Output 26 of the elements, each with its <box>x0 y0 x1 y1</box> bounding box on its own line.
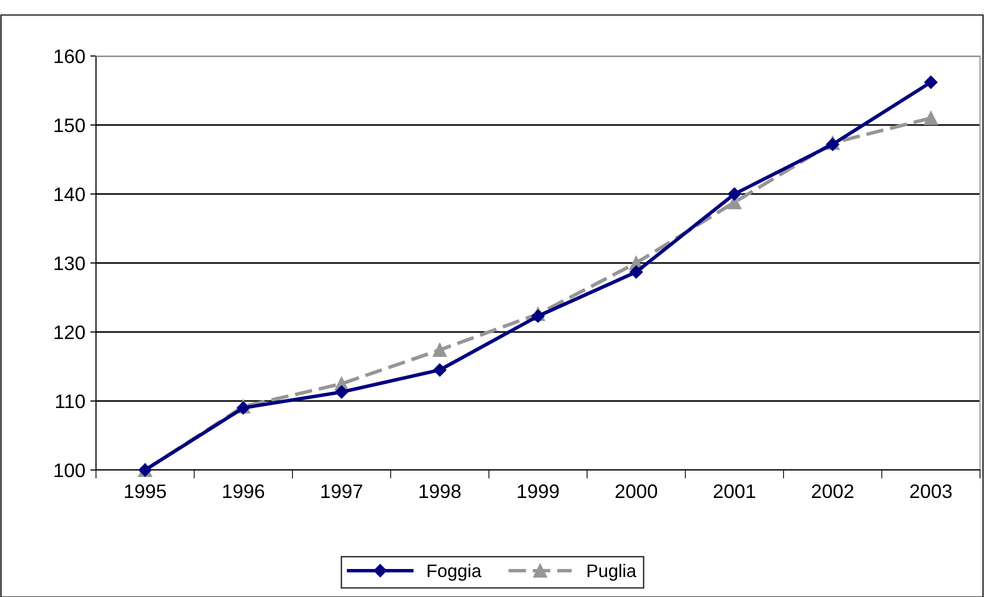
x-tick-label: 2003 <box>910 484 952 498</box>
x-tick-label: 1998 <box>420 484 461 498</box>
x-tick-label: 2000 <box>616 484 658 498</box>
x-tick-label: 2002 <box>812 484 854 498</box>
point <box>924 111 938 126</box>
point <box>334 385 348 399</box>
x-tick-label: 2001 <box>714 484 756 498</box>
y-tick-label: 100 <box>54 463 85 478</box>
x-tick-label: 1996 <box>223 484 264 498</box>
x-tick-label: 1999 <box>518 484 559 498</box>
point <box>432 342 447 357</box>
point <box>630 265 643 279</box>
point <box>433 363 446 377</box>
point <box>924 76 938 89</box>
point <box>728 187 742 201</box>
y-tick-label: 160 <box>54 49 85 64</box>
point <box>531 310 545 323</box>
x-tick-label: 1997 <box>321 484 362 498</box>
x-tick-label: 1995 <box>124 484 166 498</box>
y-tick-label: 140 <box>54 187 85 202</box>
y-tick-label: 120 <box>54 325 85 340</box>
y-tick-label: 130 <box>54 256 85 270</box>
legend-label: Foggia <box>428 564 482 581</box>
y-tick-label: 110 <box>56 394 85 408</box>
legend-label: Puglia <box>588 564 636 581</box>
y-tick-label: 150 <box>54 118 85 132</box>
